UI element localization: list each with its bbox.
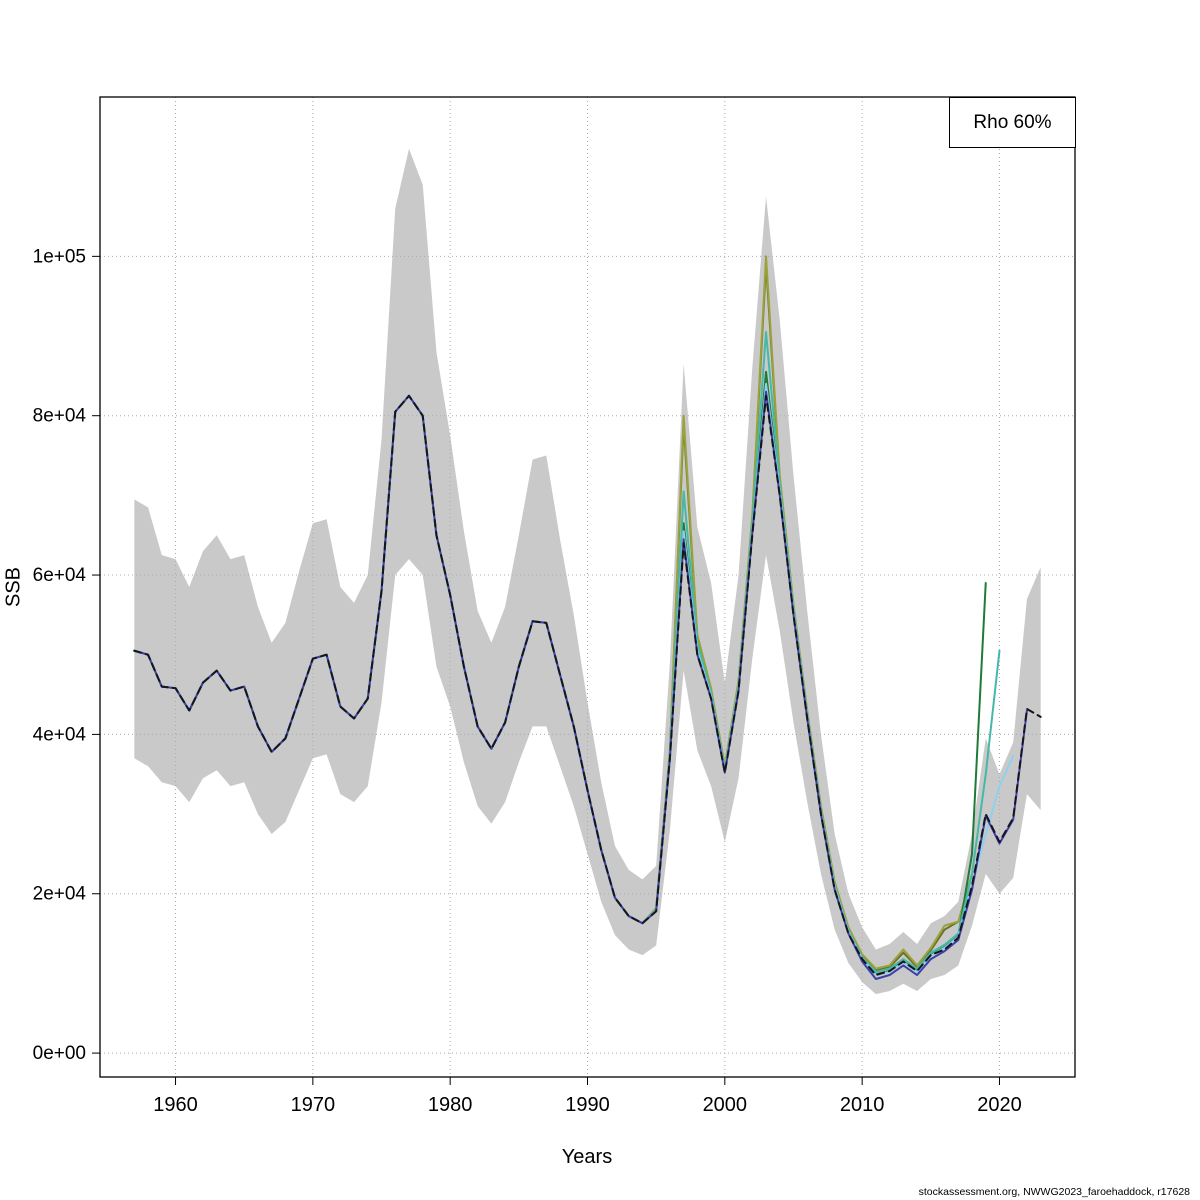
x-tick-label: 1990 <box>565 1094 610 1116</box>
confidence-band <box>134 148 1041 995</box>
x-tick-label: 1980 <box>428 1094 473 1116</box>
x-axis-title: Years <box>561 1146 613 1168</box>
x-tick-label: 2020 <box>977 1094 1022 1116</box>
legend-rho-label: Rho 60% <box>973 111 1052 133</box>
y-axis-title: SSB <box>2 566 25 608</box>
source-caption: stockassessment.org, NWWG2023_faroehaddo… <box>918 1186 1190 1198</box>
y-tick-label: 6e+04 <box>33 565 87 586</box>
y-tick-label: 8e+04 <box>33 406 87 427</box>
y-tick-label: 0e+00 <box>33 1043 86 1064</box>
x-tick-label: 2010 <box>840 1094 885 1116</box>
y-tick-label: 4e+04 <box>33 724 87 745</box>
x-tick-label: 2000 <box>703 1094 748 1116</box>
y-tick-label: 1e+05 <box>33 246 86 267</box>
base-run-line <box>133 394 1042 977</box>
x-tick-label: 1960 <box>153 1094 198 1116</box>
legend-box: Rho 60% <box>949 97 1076 148</box>
x-tick-label: 1970 <box>291 1094 336 1116</box>
y-tick-label: 2e+04 <box>33 884 87 905</box>
